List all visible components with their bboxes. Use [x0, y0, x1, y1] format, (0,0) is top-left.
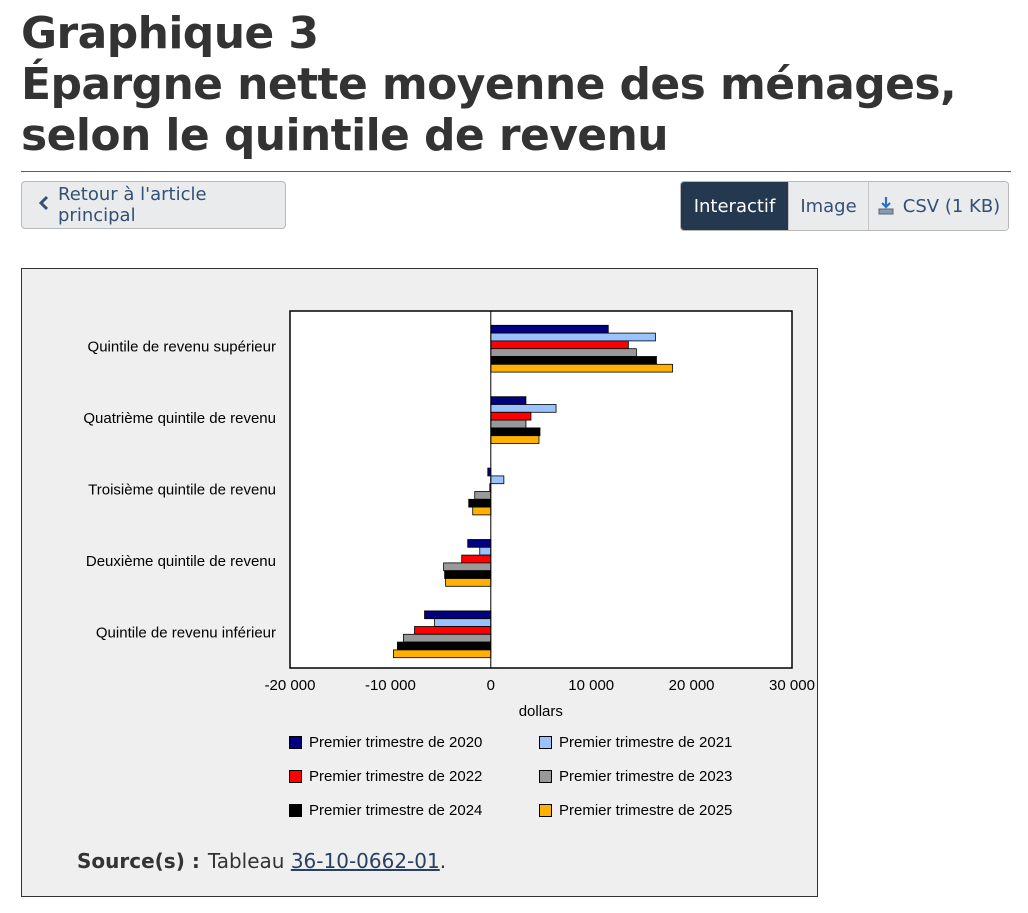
chevron-left-icon	[38, 195, 50, 216]
legend-swatch	[289, 804, 302, 817]
legend-label: Premier trimestre de 2024	[309, 802, 483, 819]
image-view-button[interactable]: Image	[788, 182, 868, 230]
legend-item[interactable]: Premier trimestre de 2025	[539, 802, 732, 819]
legend-swatch	[539, 736, 552, 749]
bar	[490, 332, 656, 342]
title-divider	[21, 171, 1011, 172]
legend-item[interactable]: Premier trimestre de 2020	[289, 734, 482, 751]
bar	[397, 641, 492, 651]
legend-swatch	[539, 770, 552, 783]
legend-swatch	[289, 770, 302, 783]
back-to-article-button[interactable]: Retour à l'article principal	[21, 181, 286, 229]
bar	[490, 356, 657, 365]
legend-swatch	[289, 736, 302, 749]
bar	[490, 419, 527, 429]
bar	[490, 324, 609, 334]
category-label: Deuxième quintile de revenu	[86, 553, 276, 570]
bar	[443, 562, 492, 572]
legend-item[interactable]: Premier trimestre de 2023	[539, 768, 732, 785]
bar	[434, 618, 492, 627]
bar	[490, 404, 557, 413]
back-button-label: Retour à l'article principal	[58, 184, 207, 226]
source-text: Tableau	[207, 849, 285, 873]
chart-container: Quintile de revenu supérieur Quatrième qu…	[21, 268, 818, 897]
legend-label: Premier trimestre de 2023	[559, 768, 733, 785]
bar	[490, 396, 527, 405]
bar	[490, 411, 532, 421]
bar	[414, 626, 492, 635]
bar	[467, 539, 492, 548]
x-tick-label: -10 000	[365, 677, 416, 694]
x-tick-label: -20 000	[265, 677, 316, 694]
download-icon	[877, 196, 895, 216]
bar	[490, 348, 637, 357]
x-tick-label: 10 000	[568, 677, 614, 694]
page-title: Graphique 3 Épargne nette moyenne des mé…	[21, 8, 1011, 161]
legend-label: Premier trimestre de 2020	[309, 734, 483, 751]
bar	[474, 491, 492, 500]
legend-item[interactable]: Premier trimestre de 2024	[289, 802, 482, 819]
csv-download-label: CSV (1 KB)	[902, 195, 1001, 217]
legend-item[interactable]: Premier trimestre de 2022	[289, 768, 482, 785]
legend-label: Premier trimestre de 2022	[309, 768, 483, 785]
bar	[445, 578, 492, 587]
legend-item[interactable]: Premier trimestre de 2021	[539, 734, 732, 751]
x-tick-label: 20 000	[669, 677, 715, 694]
bar	[468, 498, 492, 508]
legend-label: Premier trimestre de 2021	[559, 734, 733, 751]
bar	[490, 363, 673, 373]
source-table-link[interactable]: 36-10-0662-01	[290, 849, 440, 873]
bar	[472, 506, 492, 516]
image-view-label: Image	[800, 195, 857, 217]
source-period: .	[439, 849, 447, 873]
bar	[393, 649, 492, 659]
x-tick-label: 0	[487, 677, 495, 694]
chart-source: Source(s) : Tableau 36-10-0662-01.	[77, 849, 446, 873]
legend-swatch	[539, 804, 552, 817]
bar	[490, 340, 629, 350]
bar	[479, 546, 492, 556]
bar	[490, 475, 505, 485]
bar	[461, 554, 492, 564]
view-toggle: Interactif Image CSV (1 KB)	[680, 181, 1009, 231]
category-label: Quintile de revenu supérieur	[88, 339, 276, 356]
bar	[490, 427, 541, 437]
category-label: Troisième quintile de revenu	[88, 482, 276, 499]
interactive-view-label: Interactif	[693, 195, 776, 217]
bar	[403, 633, 492, 643]
csv-download-button[interactable]: CSV (1 KB)	[868, 182, 1008, 230]
legend-label: Premier trimestre de 2025	[559, 802, 733, 819]
x-tick-label: 30 000	[769, 677, 815, 694]
interactive-view-button[interactable]: Interactif	[681, 182, 788, 230]
category-label: Quatrième quintile de revenu	[83, 410, 276, 427]
bar	[444, 570, 492, 579]
chart-number: Graphique 3	[21, 8, 319, 59]
chart-title: Épargne nette moyenne des ménages, selon…	[21, 59, 957, 161]
bar	[490, 435, 540, 444]
category-label: Quintile de revenu inférieur	[96, 624, 276, 641]
bar-chart: Quintile de revenu supérieur Quatrième qu…	[83, 310, 815, 720]
source-label: Source(s) :	[77, 849, 200, 873]
bar	[424, 610, 492, 620]
x-axis-label: dollars	[519, 703, 563, 720]
